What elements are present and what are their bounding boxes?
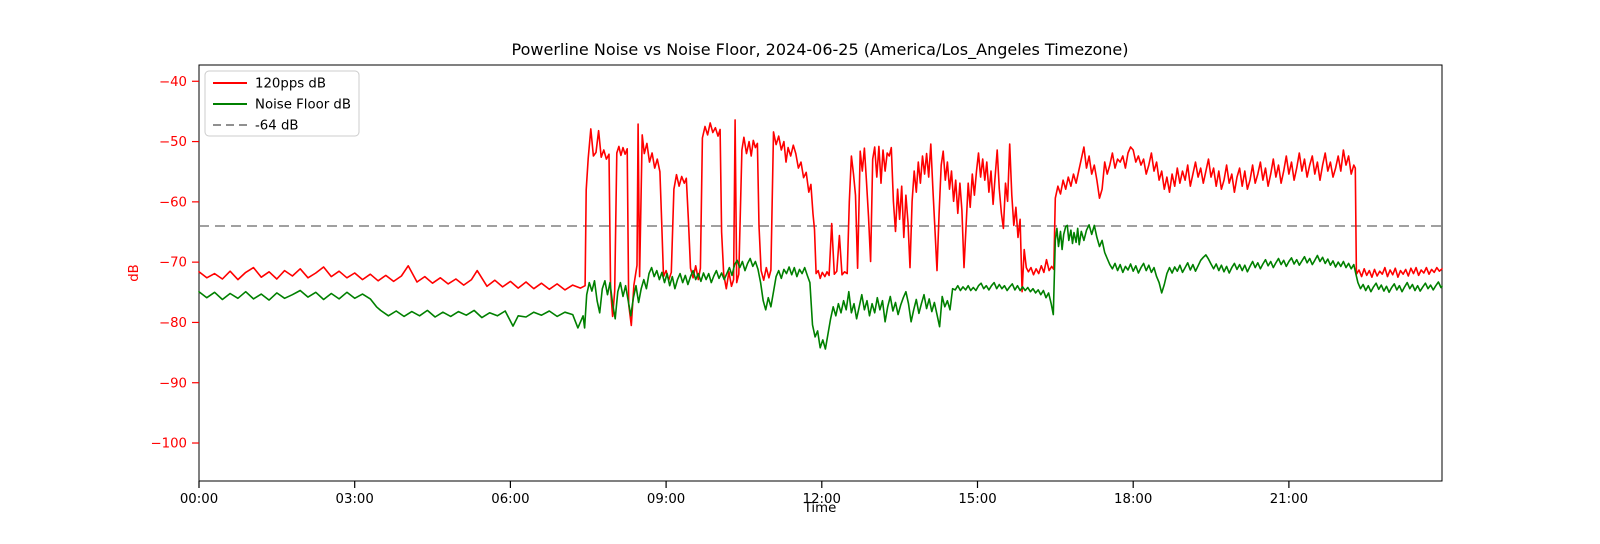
- x-tick-label: 12:00: [803, 492, 841, 507]
- y-tick-label: −90: [159, 376, 187, 391]
- y-tick-label: −100: [150, 437, 187, 452]
- legend-label-threshold: -64 dB: [255, 119, 299, 134]
- x-tick-label: 00:00: [180, 492, 218, 507]
- y-axis-label: dB: [127, 264, 142, 282]
- y-tick-label: −70: [159, 256, 187, 271]
- chart-title: Powerline Noise vs Noise Floor, 2024-06-…: [512, 40, 1129, 60]
- legend-label-120pps: 120pps dB: [255, 77, 326, 92]
- series-line-noise-floor-db: [198, 224, 1443, 350]
- legend: 120pps dB Noise Floor dB -64 dB: [204, 70, 360, 137]
- y-tick-label: −40: [159, 75, 187, 90]
- plot-area-frame: [198, 64, 1443, 482]
- y-axis-ticks: −40 −50 −60 −70 −80 −90 −100: [150, 75, 199, 452]
- x-axis-ticks: 00:00 03:00 06:00 09:00 12:00 15:00 18:00 21:00: [180, 481, 1308, 507]
- y-tick-label: −50: [159, 135, 187, 150]
- y-tick-label: −60: [159, 195, 187, 210]
- x-tick-label: 03:00: [336, 492, 374, 507]
- x-tick-label: 15:00: [958, 492, 996, 507]
- x-tick-label: 09:00: [647, 492, 685, 507]
- series-line-120pps-db: [198, 119, 1443, 327]
- y-tick-label: −80: [159, 316, 187, 331]
- plot-lines: [198, 119, 1443, 350]
- x-axis-label: Time: [803, 501, 837, 516]
- x-tick-label: 18:00: [1114, 492, 1152, 507]
- legend-label-noise-floor: Noise Floor dB: [255, 98, 351, 113]
- legend-box: [204, 70, 360, 137]
- x-tick-label: 21:00: [1270, 492, 1308, 507]
- x-tick-label: 06:00: [491, 492, 529, 507]
